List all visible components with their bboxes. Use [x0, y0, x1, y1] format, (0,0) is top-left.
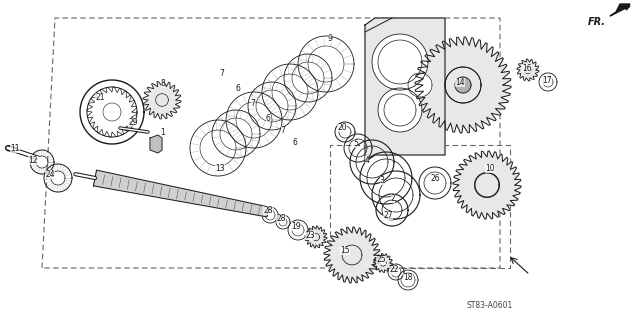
Text: 6: 6 [236, 84, 240, 92]
Text: 20: 20 [337, 123, 347, 132]
Text: 9: 9 [327, 34, 333, 43]
Polygon shape [408, 73, 432, 97]
Text: 13: 13 [215, 164, 225, 172]
Polygon shape [378, 88, 422, 132]
Text: 16: 16 [522, 63, 532, 73]
Text: 17: 17 [542, 76, 552, 84]
Text: 22: 22 [389, 266, 399, 275]
Text: 24: 24 [45, 170, 55, 179]
Text: 21: 21 [96, 92, 104, 101]
Text: 29: 29 [128, 117, 138, 126]
Text: 12: 12 [28, 156, 38, 164]
Polygon shape [305, 226, 327, 248]
Polygon shape [143, 81, 181, 119]
Text: 2: 2 [390, 194, 396, 203]
Text: 25: 25 [376, 255, 386, 265]
Text: 27: 27 [383, 211, 393, 220]
Text: 11: 11 [10, 143, 20, 153]
Polygon shape [365, 18, 445, 162]
Polygon shape [372, 34, 428, 90]
Polygon shape [415, 37, 511, 133]
Text: 28: 28 [263, 205, 273, 214]
Text: ST83-A0601: ST83-A0601 [467, 300, 513, 309]
Text: 6: 6 [292, 138, 297, 147]
Polygon shape [324, 227, 380, 283]
Text: 7: 7 [220, 68, 224, 77]
Text: 28: 28 [276, 213, 286, 222]
Text: 3: 3 [380, 175, 385, 185]
Text: 7: 7 [250, 99, 255, 108]
Polygon shape [517, 59, 539, 81]
Text: 26: 26 [430, 173, 440, 182]
Text: 14: 14 [455, 77, 465, 86]
Polygon shape [453, 151, 521, 219]
Text: 7: 7 [280, 125, 285, 134]
Text: 10: 10 [485, 164, 495, 172]
Text: 1: 1 [161, 127, 166, 137]
Text: 18: 18 [403, 274, 413, 283]
Text: 5: 5 [354, 139, 359, 148]
Text: 15: 15 [340, 245, 350, 254]
Text: 19: 19 [291, 221, 301, 230]
Polygon shape [150, 135, 162, 153]
Text: 8: 8 [161, 78, 166, 87]
Polygon shape [610, 4, 630, 16]
Polygon shape [94, 170, 269, 217]
Polygon shape [373, 253, 392, 272]
Text: FR.: FR. [588, 17, 606, 27]
Text: 4: 4 [364, 156, 369, 164]
Polygon shape [455, 77, 471, 93]
Text: 6: 6 [266, 114, 271, 123]
Text: 23: 23 [305, 230, 315, 239]
